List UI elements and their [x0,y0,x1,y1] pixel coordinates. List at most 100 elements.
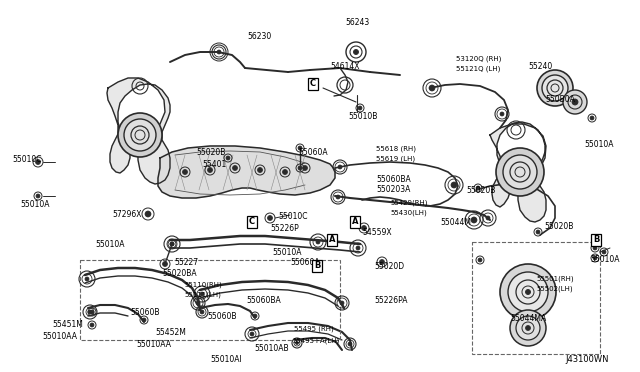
Text: 54559X: 54559X [362,228,392,237]
Circle shape [572,99,578,105]
Text: 55060B: 55060B [130,308,159,317]
Circle shape [593,256,597,260]
Circle shape [500,264,556,320]
Text: 55060A: 55060A [298,148,328,157]
Circle shape [145,211,151,217]
Bar [80,260,340,340]
Circle shape [298,166,302,170]
Circle shape [525,326,531,330]
Text: 55060BA: 55060BA [376,175,411,184]
Circle shape [90,310,94,314]
Text: C: C [249,218,255,227]
Text: 55111(LH): 55111(LH) [184,292,221,298]
Text: J43100WN: J43100WN [565,355,609,364]
Circle shape [338,165,342,169]
Text: 55010AI: 55010AI [210,355,242,364]
Circle shape [35,160,40,164]
Circle shape [602,250,606,254]
Text: 55044M: 55044M [440,218,471,227]
Text: 55010A: 55010A [272,248,301,257]
Text: 55430(LH): 55430(LH) [390,210,427,217]
Text: 55060A: 55060A [290,258,319,267]
Circle shape [508,272,548,312]
Circle shape [478,258,482,262]
Text: 55010A: 55010A [584,140,614,149]
Text: 550203A: 550203A [376,185,410,194]
Text: 55020B: 55020B [544,222,573,231]
Circle shape [303,166,307,170]
Text: C: C [310,80,316,89]
Text: 55227: 55227 [174,258,198,267]
Circle shape [170,242,174,246]
Polygon shape [107,78,170,184]
Circle shape [593,246,597,250]
Text: 56243: 56243 [345,18,369,27]
Text: A: A [329,235,335,244]
Circle shape [542,75,568,101]
Text: 55502(LH): 55502(LH) [536,286,573,292]
Circle shape [282,170,287,174]
Circle shape [124,119,156,151]
Text: 55429(RH): 55429(RH) [390,200,428,206]
Text: 55240: 55240 [528,62,552,71]
Circle shape [500,112,504,116]
Text: 55010A: 55010A [590,255,620,264]
Circle shape [142,318,146,322]
Circle shape [525,289,531,295]
Text: 55452M: 55452M [155,328,186,337]
Circle shape [253,314,257,318]
Text: 55226P: 55226P [270,224,299,233]
Circle shape [298,146,302,150]
Bar [547,74,563,84]
Circle shape [516,316,540,340]
Text: 55010A: 55010A [20,200,49,209]
Circle shape [590,116,594,120]
Circle shape [232,166,237,170]
Circle shape [257,167,262,173]
Text: 55060B: 55060B [207,312,237,321]
Text: 55020B: 55020B [196,148,225,157]
Circle shape [486,216,490,220]
Circle shape [536,230,540,234]
Circle shape [340,301,344,305]
Circle shape [170,242,174,246]
Text: 55010AB: 55010AB [254,344,289,353]
Text: 55010AA: 55010AA [42,332,77,341]
Circle shape [316,240,320,244]
Circle shape [118,113,162,157]
Text: A: A [352,218,358,227]
Circle shape [207,167,212,173]
Polygon shape [158,146,335,198]
Circle shape [268,215,273,221]
Circle shape [336,195,340,199]
Text: 55619 (LH): 55619 (LH) [376,155,415,161]
Circle shape [362,225,367,231]
Text: 55010B: 55010B [348,112,378,121]
Text: 55020D: 55020D [374,262,404,271]
Circle shape [510,310,546,346]
Circle shape [496,148,544,196]
Circle shape [356,246,360,250]
Text: 55501(RH): 55501(RH) [536,276,573,282]
Text: 55020BA: 55020BA [162,269,196,278]
Circle shape [296,341,298,344]
Text: 55495+A(LH): 55495+A(LH) [292,337,339,343]
Text: 55618 (RH): 55618 (RH) [376,145,416,151]
Circle shape [196,301,200,305]
Text: 54614X: 54614X [330,62,360,71]
Text: 55060BA: 55060BA [246,296,281,305]
Circle shape [358,106,362,110]
Circle shape [429,85,435,91]
Circle shape [226,156,230,160]
Text: 55451M: 55451M [52,320,83,329]
Text: 55495 (RH): 55495 (RH) [294,326,333,333]
Text: B: B [314,262,320,270]
Text: 57296X: 57296X [112,210,141,219]
Circle shape [250,332,254,336]
Circle shape [537,70,573,106]
Circle shape [353,49,358,55]
Circle shape [217,50,221,54]
Circle shape [563,90,587,114]
Circle shape [163,262,168,266]
Text: 55010AA: 55010AA [136,340,171,349]
